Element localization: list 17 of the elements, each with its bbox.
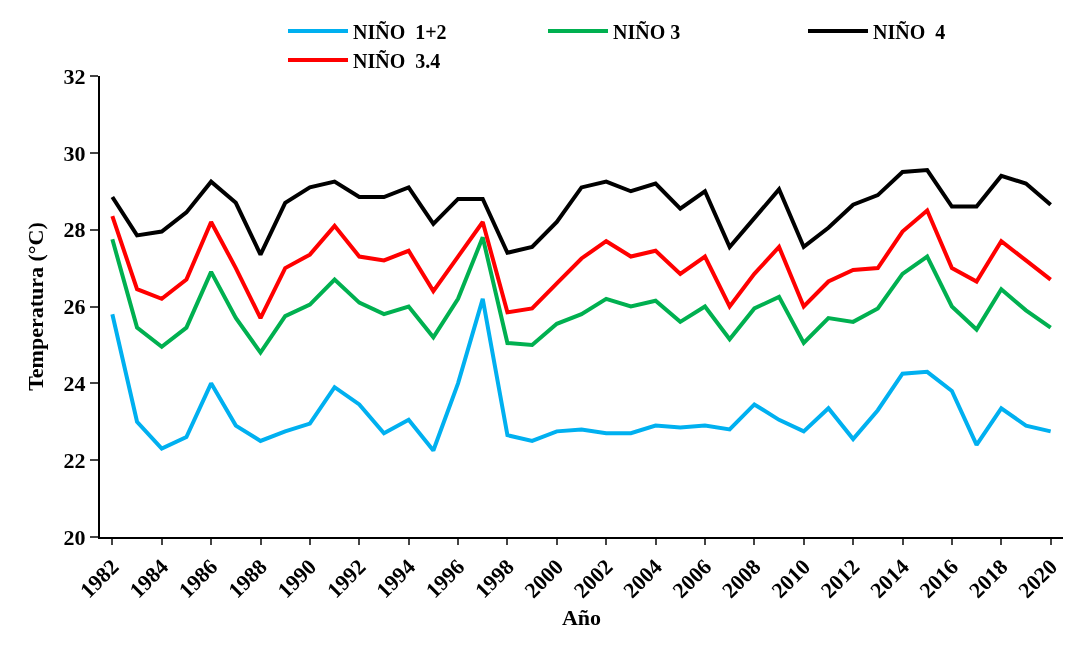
y-tick-label: 30 [63,140,86,166]
line-series [110,235,1053,355]
y-axis-title: Temperatura (°C) [22,222,48,391]
legend-label: NIÑO 3.4 [353,49,441,72]
legend-label: NIÑO 3 [613,20,681,43]
x-axis-title: Año [561,605,602,631]
y-tick-label: 26 [63,294,86,320]
y-tick-label: 24 [63,371,86,397]
legend-label: NIÑO 4 [873,20,946,43]
legend-label: NIÑO 1+2 [353,20,447,43]
line-series [110,168,1053,257]
line-series [110,296,1053,453]
y-tick-label: 20 [63,524,86,550]
y-tick-label: 32 [63,63,86,89]
y-tick-label: 28 [63,217,86,243]
line-series [110,208,1053,321]
y-tick-label: 22 [63,447,86,473]
